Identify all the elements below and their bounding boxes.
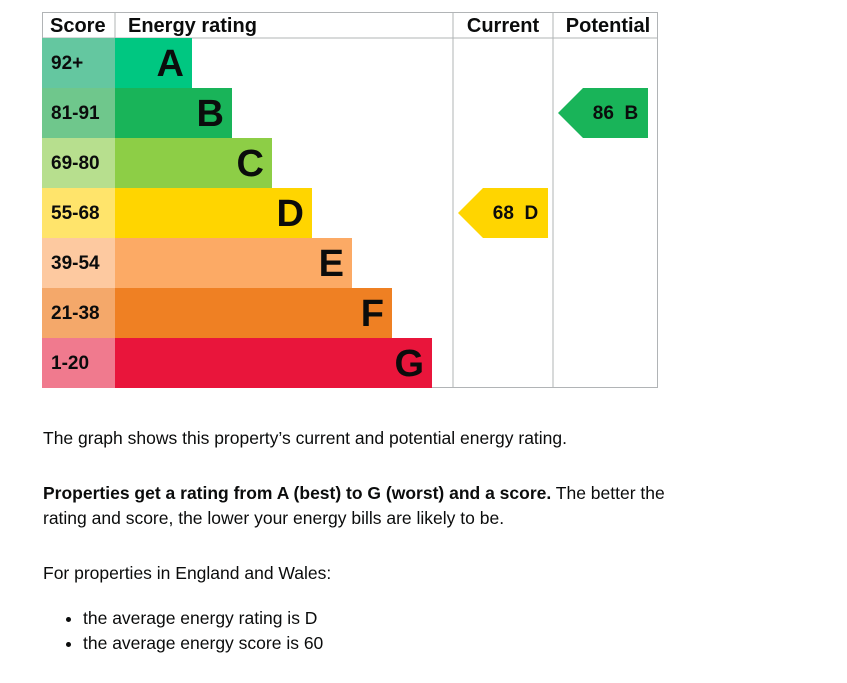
band-b-bar bbox=[115, 88, 232, 138]
band-f-range: 21-38 bbox=[51, 303, 100, 324]
rating-explanation: Properties get a rating from A (best) to… bbox=[43, 481, 683, 531]
current-rating: 68 D bbox=[458, 188, 548, 238]
average-list: the average energy rating is D the avera… bbox=[43, 606, 323, 656]
rating-explanation-bold: Properties get a rating from A (best) to… bbox=[43, 483, 552, 503]
band-f-score-cell bbox=[42, 288, 115, 338]
potential-rating-arrow bbox=[558, 88, 648, 138]
band-c-letter: C bbox=[237, 143, 264, 185]
band-f: 21-38 F bbox=[42, 288, 392, 338]
band-a-bar bbox=[115, 38, 192, 88]
band-f-bar bbox=[115, 288, 392, 338]
band-e-letter: E bbox=[319, 243, 344, 285]
header-score: Score bbox=[50, 15, 106, 37]
band-e-bar bbox=[115, 238, 352, 288]
potential-rating: 86 B bbox=[558, 88, 648, 138]
header-energy-rating: Energy rating bbox=[128, 15, 257, 37]
band-a-range: 92+ bbox=[51, 53, 83, 74]
region-intro: For properties in England and Wales: bbox=[43, 563, 332, 583]
band-c: 69-80 C bbox=[42, 138, 272, 188]
band-a-score-cell bbox=[42, 38, 115, 88]
band-e-score-cell bbox=[42, 238, 115, 288]
rating-explanation-rest: The better the rating and score, the low… bbox=[43, 483, 665, 528]
band-g-range: 1-20 bbox=[51, 353, 89, 374]
band-d-score-cell bbox=[42, 188, 115, 238]
band-g: 1-20 G bbox=[42, 338, 432, 388]
band-b-letter: B bbox=[197, 93, 224, 135]
rating-indicators: 68 D 86 B bbox=[458, 88, 648, 238]
band-c-range: 69-80 bbox=[51, 153, 100, 174]
band-b: 81-91 B bbox=[42, 88, 232, 138]
band-f-letter: F bbox=[361, 293, 384, 335]
header-potential: Potential bbox=[566, 15, 650, 37]
band-b-score-cell bbox=[42, 88, 115, 138]
band-d-letter: D bbox=[277, 193, 304, 235]
band-b-range: 81-91 bbox=[51, 103, 100, 124]
band-d-bar bbox=[115, 188, 312, 238]
potential-rating-label: 86 B bbox=[593, 103, 638, 124]
band-d: 55-68 D bbox=[42, 188, 312, 238]
band-g-letter: G bbox=[394, 343, 424, 385]
average-score-item: the average energy score is 60 bbox=[83, 631, 323, 656]
band-g-bar bbox=[115, 338, 432, 388]
current-rating-label: 68 D bbox=[493, 203, 538, 224]
current-rating-arrow bbox=[458, 188, 548, 238]
average-rating-item: the average energy rating is D bbox=[83, 606, 323, 631]
band-c-bar bbox=[115, 138, 272, 188]
header-current: Current bbox=[467, 15, 540, 37]
band-e-range: 39-54 bbox=[51, 253, 100, 274]
band-a-letter: A bbox=[157, 43, 184, 85]
description-paragraph: The graph shows this property’s current … bbox=[43, 428, 568, 448]
epc-chart: Score Energy rating Current Potential 92… bbox=[42, 12, 658, 388]
band-c-score-cell bbox=[42, 138, 115, 188]
band-g-score-cell bbox=[42, 338, 115, 388]
rating-bands: 92+ A 81-91 B 69-80 C 55-68 D 39-54 E 21-38 F 1-20 G bbox=[42, 38, 432, 388]
band-e: 39-54 E bbox=[42, 238, 352, 288]
band-d-range: 55-68 bbox=[51, 203, 100, 224]
band-a: 92+ A bbox=[42, 38, 192, 88]
